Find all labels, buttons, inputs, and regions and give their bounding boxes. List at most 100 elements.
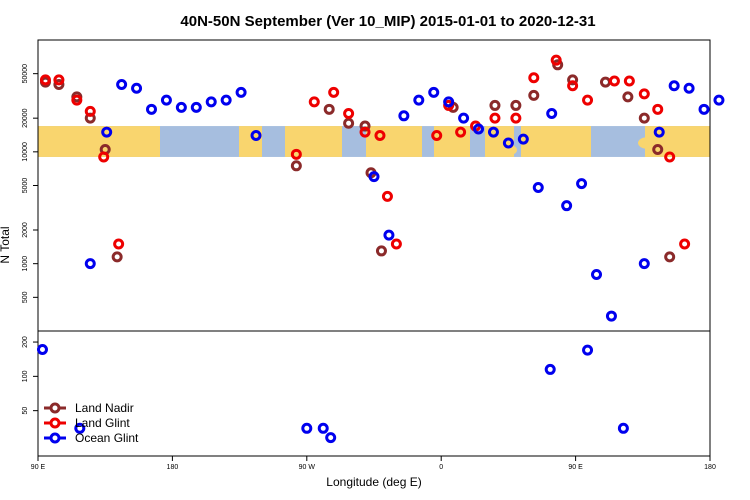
- data-point-ocean-glint: [443, 96, 455, 108]
- data-point-land-nadir: [638, 112, 650, 124]
- y-tick-label: 10000: [22, 142, 29, 162]
- x-tick-label: 0: [439, 464, 443, 471]
- data-point-ocean-glint: [250, 129, 262, 141]
- data-point-land-nadir: [343, 117, 355, 129]
- data-point-ocean-glint: [74, 422, 86, 434]
- map-land: [109, 145, 121, 155]
- data-point-land-nadir: [111, 251, 123, 263]
- data-point-ocean-glint: [220, 94, 232, 106]
- data-point-land-glint: [113, 238, 125, 250]
- data-point-ocean-glint: [116, 79, 128, 91]
- data-point-ocean-glint: [235, 86, 247, 98]
- data-point-land-glint: [328, 86, 340, 98]
- data-point-ocean-glint: [653, 126, 665, 138]
- data-point-land-glint: [528, 72, 540, 84]
- legend-label: Land Nadir: [75, 401, 134, 415]
- x-tick-label: 90 E: [568, 464, 583, 471]
- data-point-ocean-glint: [544, 363, 556, 375]
- data-point-ocean-glint: [458, 112, 470, 124]
- data-point-ocean-glint: [561, 200, 573, 212]
- data-point-land-nadir: [567, 74, 579, 86]
- data-point-land-nadir: [323, 103, 335, 115]
- data-point-land-glint: [290, 148, 302, 160]
- data-point-ocean-glint: [473, 123, 485, 135]
- data-point-land-glint: [374, 129, 386, 141]
- data-point-land-glint: [84, 105, 96, 117]
- data-point-land-nadir: [664, 251, 676, 263]
- x-tick-label: 180: [704, 464, 716, 471]
- legend-label: Ocean Glint: [75, 431, 139, 445]
- data-point-land-glint: [359, 126, 371, 138]
- data-point-ocean-glint: [36, 344, 48, 356]
- data-point-ocean-glint: [502, 137, 514, 149]
- y-tick-label: 100: [22, 370, 29, 382]
- x-tick-label: 90 E: [31, 464, 46, 471]
- data-point-ocean-glint: [546, 108, 558, 120]
- data-point-land-glint: [664, 151, 676, 163]
- data-point-land-glint: [308, 96, 320, 108]
- data-point-ocean-glint: [383, 229, 395, 241]
- legend-marker: [49, 402, 61, 414]
- data-point-land-glint: [652, 103, 664, 115]
- data-point-ocean-glint: [428, 86, 440, 98]
- data-point-land-glint: [343, 108, 355, 120]
- y-axis-lower: 50 100 200: [22, 336, 38, 415]
- data-points: [36, 54, 725, 444]
- map-land: [393, 139, 407, 147]
- data-point-land-nadir: [528, 89, 540, 101]
- data-point-land-nadir: [489, 99, 501, 111]
- x-axis: 90 E 180 90 W 0 90 E 180: [31, 456, 716, 471]
- data-point-ocean-glint: [605, 310, 617, 322]
- data-point-ocean-glint: [301, 422, 313, 434]
- legend-marker: [49, 417, 61, 429]
- data-point-land-glint: [638, 88, 650, 100]
- data-point-ocean-glint: [698, 103, 710, 115]
- data-point-land-glint: [489, 112, 501, 124]
- y-tick-label: 50: [22, 407, 29, 415]
- data-point-land-glint: [567, 80, 579, 92]
- x-tick-label: 180: [167, 464, 179, 471]
- data-point-land-glint: [679, 238, 691, 250]
- data-point-ocean-glint: [591, 269, 603, 281]
- data-point-ocean-glint: [145, 103, 157, 115]
- data-point-land-glint: [608, 75, 620, 87]
- data-point-land-glint: [381, 190, 393, 202]
- data-point-ocean-glint: [368, 171, 380, 183]
- map-land: [521, 126, 591, 157]
- world-map-band: [38, 126, 710, 157]
- data-point-land-nadir: [359, 120, 371, 132]
- data-point-land-nadir: [652, 143, 664, 155]
- map-land: [638, 137, 658, 149]
- data-point-ocean-glint: [487, 126, 499, 138]
- data-point-ocean-glint: [325, 432, 337, 444]
- data-point-ocean-glint: [84, 258, 96, 270]
- data-point-land-glint: [510, 112, 522, 124]
- data-point-land-glint: [550, 54, 562, 66]
- legend-label: Land Glint: [75, 416, 130, 430]
- data-point-ocean-glint: [713, 94, 725, 106]
- map-land: [239, 126, 262, 157]
- data-point-land-glint: [623, 75, 635, 87]
- data-point-ocean-glint: [638, 258, 650, 270]
- data-point-ocean-glint: [532, 181, 544, 193]
- data-point-ocean-glint: [517, 133, 529, 145]
- y-tick-label: 2000: [22, 222, 29, 238]
- data-point-land-glint: [39, 74, 51, 86]
- data-point-ocean-glint: [131, 82, 143, 94]
- data-point-ocean-glint: [175, 101, 187, 113]
- x-tick-label: 90 W: [299, 464, 316, 471]
- data-point-ocean-glint: [101, 126, 113, 138]
- data-point-land-glint: [71, 94, 83, 106]
- data-point-land-nadir: [290, 160, 302, 172]
- data-point-land-nadir: [53, 79, 65, 91]
- data-point-land-nadir: [599, 76, 611, 88]
- y-tick-label: 50000: [22, 64, 29, 84]
- y-tick-label: 200: [22, 336, 29, 348]
- data-point-ocean-glint: [582, 344, 594, 356]
- data-point-ocean-glint: [160, 94, 172, 106]
- data-point-land-glint: [98, 151, 110, 163]
- y-tick-label: 1000: [22, 256, 29, 272]
- data-point-ocean-glint: [205, 96, 217, 108]
